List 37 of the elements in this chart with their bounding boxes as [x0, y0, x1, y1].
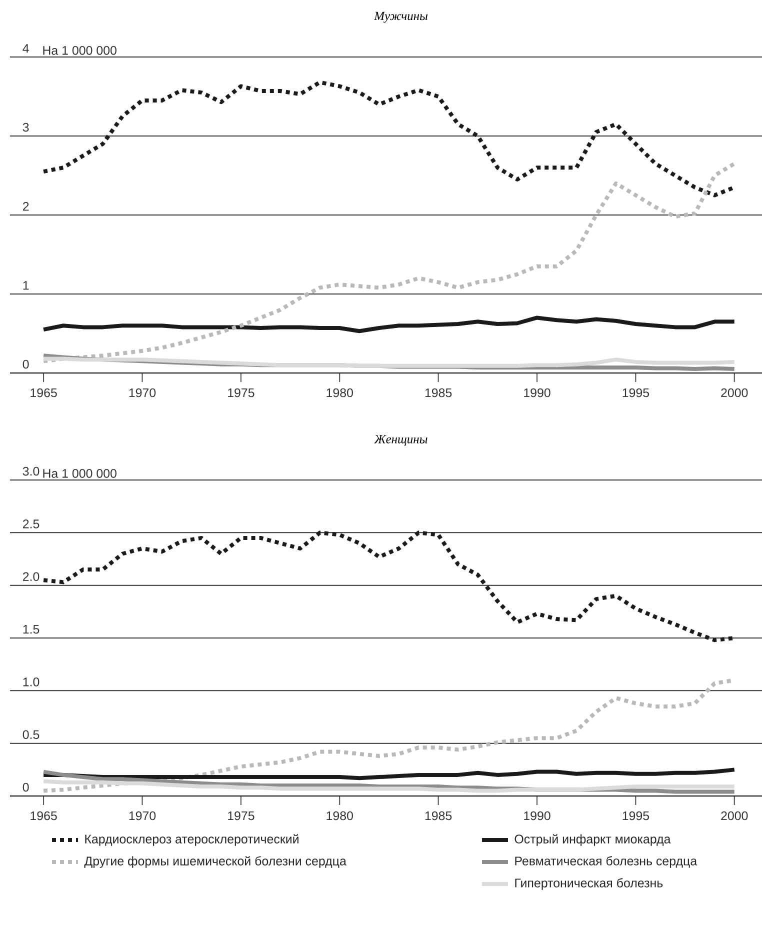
y-axis-title: На 1 000 000 [43, 469, 116, 478]
x-tick-label: 1980 [326, 811, 353, 820]
x-tick-label: 1980 [326, 388, 353, 398]
x-tick-label: 1995 [622, 388, 650, 398]
legend-label: Ревматическая болезнь сердца [515, 856, 698, 868]
legend-label: Гипертоническая болезнь [515, 878, 663, 890]
y-tick-label: 1 [23, 281, 29, 290]
y-axis-title: На 1 000 000 [43, 46, 116, 55]
chart-title: Мужчины [374, 12, 428, 23]
x-tick-label: 1990 [524, 388, 550, 398]
y-tick-label: 0 [22, 360, 29, 369]
x-tick-label: 1995 [622, 811, 650, 820]
x-tick-label: 1965 [30, 388, 57, 398]
y-tick-label: 2.5 [22, 520, 40, 528]
legend-label: Другие формы ишемической болезни сердца [84, 856, 346, 868]
x-tick-label: 1990 [524, 811, 550, 820]
y-tick-label: 2 [22, 202, 29, 211]
y-tick-label: 0.5 [22, 730, 40, 739]
y-tick-label: 1.5 [23, 624, 40, 634]
x-tick-label: 1985 [425, 811, 452, 820]
y-tick-label: 1.0 [23, 678, 40, 686]
x-tick-label: 1985 [425, 388, 452, 398]
y-tick-label: 0 [22, 782, 29, 792]
legend-label: Кардиосклероз атеросклеротический [85, 834, 298, 846]
y-tick-label: 4 [22, 44, 29, 53]
legend-label: Острый инфаркт миокарда [514, 834, 671, 846]
x-tick-label: 1975 [228, 388, 254, 398]
x-tick-label: 1970 [129, 811, 156, 820]
x-tick-label: 2000 [721, 811, 748, 820]
y-tick-label: 3.0 [22, 466, 40, 476]
y-tick-label: 3 [22, 122, 29, 132]
x-tick-label: 1965 [30, 811, 57, 820]
x-tick-label: 1970 [129, 388, 156, 398]
x-tick-label: 2000 [721, 388, 748, 398]
y-tick-label: 2.0 [22, 572, 40, 581]
chart-title: Женщины [374, 435, 428, 446]
x-tick-label: 1975 [228, 811, 254, 820]
